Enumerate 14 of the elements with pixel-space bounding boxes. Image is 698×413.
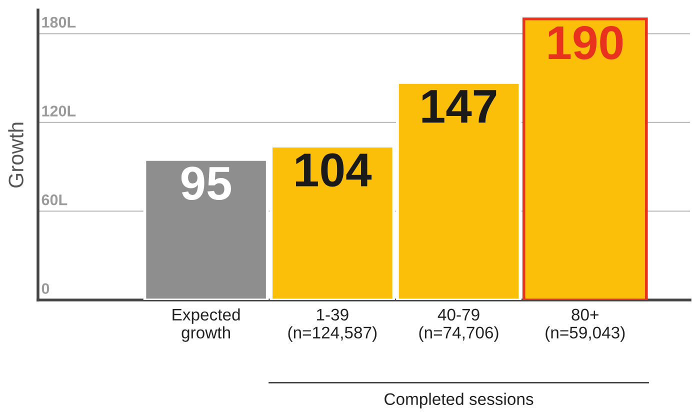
data-label: 95	[181, 166, 232, 200]
x-tick-label: 40-79 (n=74,706)	[419, 308, 498, 342]
text: Completed sessions	[384, 392, 534, 408]
data-label: 190	[548, 26, 623, 60]
y-axis-title: Growth	[8, 122, 24, 188]
x-tick-label: Expected growth	[172, 308, 240, 342]
y-tick-label: 120L	[42, 106, 76, 116]
y-tick-label: 0	[42, 283, 50, 294]
y-tick-label: 180L	[42, 16, 76, 28]
x-tick-label: 80+ (n=59,043)	[546, 308, 625, 342]
data-label: 104	[296, 153, 372, 187]
y-tick-label: 60L	[42, 194, 68, 206]
data-label: 147	[422, 90, 496, 123]
x-tick-label: 1-39 (n=124,587)	[288, 308, 377, 342]
